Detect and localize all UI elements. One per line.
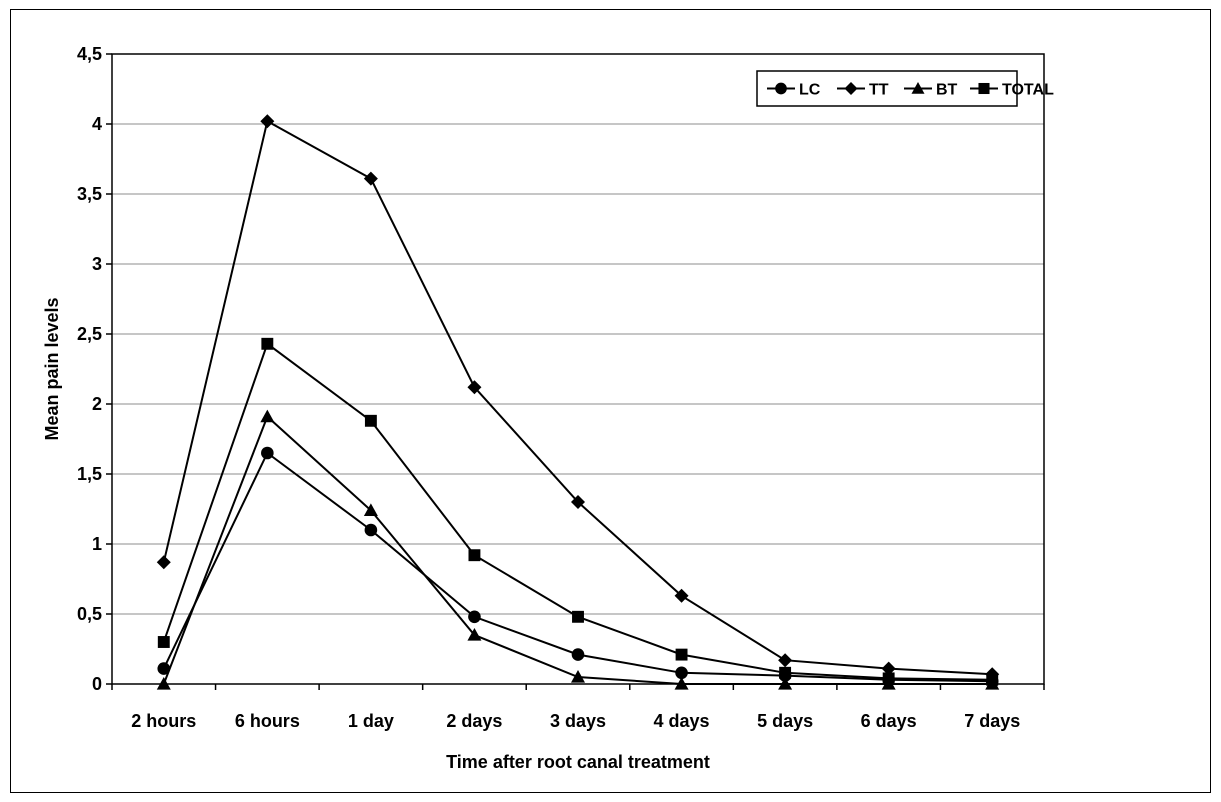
data-point [157, 662, 171, 675]
data-point [674, 677, 689, 690]
data-point [156, 555, 171, 570]
plot-area [111, 53, 1045, 685]
gridlines [112, 123, 1044, 615]
y-axis-ticks: 0 0,5 1 1,5 2 2,5 3 3,5 4 4,5 [77, 44, 112, 694]
y-tick-label: 0 [92, 674, 102, 694]
chart-frame [10, 9, 1211, 793]
x-tick-label: 1 day [348, 711, 394, 731]
y-axis-title: Mean pain levels [42, 297, 62, 440]
data-point [468, 549, 481, 562]
data-point [260, 409, 275, 423]
data-point [775, 82, 787, 95]
x-tick-label: 4 days [654, 711, 710, 731]
data-point [260, 114, 275, 129]
x-tick-label: 7 days [964, 711, 1020, 731]
series-line [162, 119, 993, 676]
data-point [881, 661, 896, 676]
x-tick-label: 2 days [446, 711, 502, 731]
data-point [467, 380, 482, 395]
legend-item-bt: BT [904, 82, 958, 99]
y-tick-label: 1,5 [77, 464, 102, 484]
series-total [157, 337, 999, 686]
y-tick-label: 3 [92, 254, 102, 274]
data-point [571, 648, 585, 661]
data-point [911, 82, 925, 94]
legend-label: TT [869, 82, 889, 99]
series-bt [156, 409, 1000, 690]
data-point [364, 414, 377, 427]
series-line [162, 414, 993, 685]
y-tick-label: 0,5 [77, 604, 102, 624]
x-axis-title: Time after root canal treatment [446, 752, 710, 772]
y-tick-label: 2 [92, 394, 102, 414]
y-tick-label: 1 [92, 534, 102, 554]
data-point [882, 672, 895, 685]
data-point [261, 337, 274, 350]
series-tt [156, 114, 1000, 682]
data-point [157, 636, 170, 648]
legend-label: LC [799, 82, 821, 99]
legend: LC TT BT TOTAL [756, 70, 1054, 107]
data-point [261, 446, 274, 460]
data-point [675, 666, 688, 680]
data-point [363, 503, 378, 516]
y-tick-label: 3,5 [77, 184, 102, 204]
data-point [779, 666, 792, 679]
x-tick-label: 5 days [757, 711, 813, 731]
data-point [675, 648, 688, 661]
y-tick-label: 4,5 [77, 44, 102, 64]
y-tick-label: 2,5 [77, 324, 102, 344]
data-point [363, 171, 378, 186]
series-lc [157, 446, 999, 688]
x-tick-label: 6 hours [235, 711, 300, 731]
legend-item-total: TOTAL [970, 82, 1054, 99]
data-point [571, 670, 585, 683]
data-point [778, 677, 793, 690]
data-point [778, 653, 793, 668]
x-tick-label: 6 days [861, 711, 917, 731]
series-layer [156, 114, 1000, 690]
data-point [571, 495, 585, 509]
legend-item-tt: TT [837, 82, 889, 99]
legend-label: BT [936, 82, 958, 99]
data-point [986, 673, 999, 686]
legend-item-lc: LC [767, 82, 821, 99]
x-tick-label: 2 hours [131, 711, 196, 731]
data-point [978, 82, 990, 95]
data-point [156, 677, 171, 690]
data-point [468, 610, 481, 624]
data-point [674, 588, 689, 603]
series-line [162, 342, 993, 681]
series-line [162, 451, 993, 683]
x-axis-ticks: 2 hours 6 hours 1 day 2 days 3 days 4 days 5 d… [111, 684, 1045, 731]
data-point [467, 628, 482, 641]
data-point [572, 610, 584, 623]
x-tick-label: 3 days [550, 711, 606, 731]
y-tick-label: 4 [92, 114, 102, 134]
data-point [364, 523, 378, 537]
legend-label: TOTAL [1002, 82, 1054, 99]
data-point [844, 82, 858, 95]
